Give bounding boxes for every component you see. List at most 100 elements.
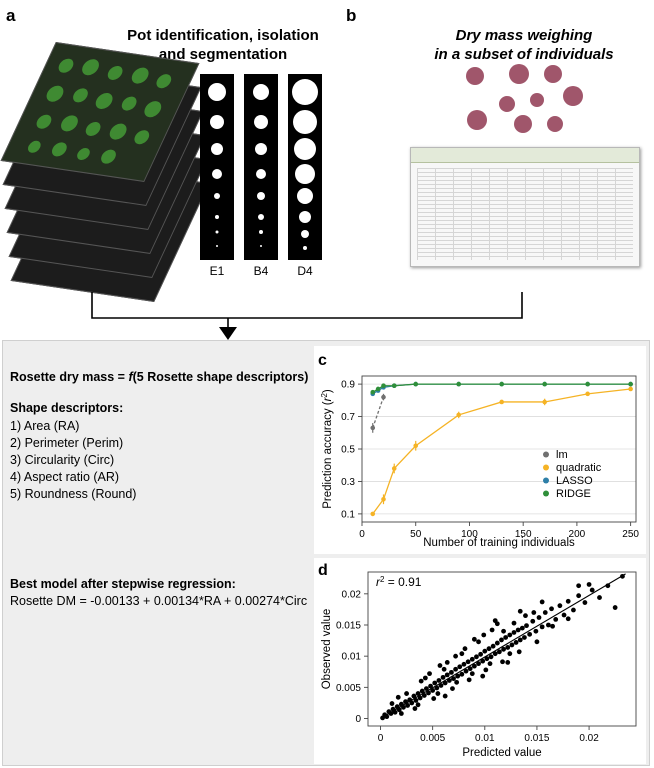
chart-c-xtick-label: 50	[410, 529, 422, 540]
scatter-point	[480, 658, 486, 664]
segmentation-column-b4	[244, 74, 278, 260]
spreadsheet-grid	[417, 168, 633, 260]
scatter-point	[509, 642, 515, 648]
data-point-ridge	[381, 383, 386, 389]
scatter-point	[501, 646, 506, 652]
scatter-point	[431, 696, 437, 701]
scatter-point	[486, 646, 492, 652]
segment-label-d4: D4	[297, 264, 313, 278]
chart-c-ytick-label: 0.3	[341, 477, 355, 488]
scatter-point	[550, 623, 555, 629]
data-point-ridge	[375, 386, 381, 392]
rosette-plants	[28, 58, 172, 164]
legend-marker-quadratic	[543, 464, 549, 471]
spreadsheet-image	[410, 147, 640, 267]
scatter-point	[461, 661, 467, 667]
scatter-point	[516, 649, 522, 655]
chart-c-xtick-label: 200	[569, 529, 586, 540]
scatter-point	[533, 628, 539, 634]
data-point-quadratic	[456, 412, 462, 418]
scatter-point	[440, 674, 446, 680]
scatter-point	[413, 698, 419, 703]
scatter-point	[455, 673, 461, 679]
equation-f: f	[128, 370, 133, 384]
data-point-quadratic	[499, 399, 504, 405]
scatter-point	[542, 610, 548, 615]
series-line-ridge	[372, 383, 631, 393]
scatter-point	[476, 639, 481, 645]
data-point-lm	[370, 425, 376, 431]
panel-a-title-line2: and segmentation	[158, 46, 288, 63]
chart-d-xtick-label: 0.015	[524, 733, 549, 744]
chart-c-ytick-label: 0.7	[341, 412, 355, 423]
scatter-point	[398, 711, 404, 716]
chart-prediction-accuracy: c 0.1 0.3 0.5 0.7 0.9 0 50 100 150 200 250 lmquadr…	[318, 352, 639, 549]
r2-annotation-r: r	[376, 575, 381, 589]
chart-c-ytick-label: 0.1	[341, 509, 355, 520]
scatter-point	[494, 640, 500, 646]
scatter-point	[546, 622, 551, 628]
scatter-point	[474, 654, 479, 660]
scatter-point	[459, 671, 465, 677]
scatter-point	[499, 637, 504, 643]
scatter-point	[462, 646, 468, 652]
scatter-point	[489, 627, 495, 633]
chart-c-ylabel-sup: 2	[320, 393, 329, 398]
scatter-point	[505, 660, 511, 665]
data-point-ridge	[628, 381, 633, 387]
scatter-point	[466, 677, 472, 683]
scatter-point	[582, 600, 588, 605]
scatter-point	[469, 656, 475, 662]
scatter-point	[534, 639, 540, 645]
segmented-rosettes	[208, 83, 226, 247]
data-point-quadratic	[585, 391, 590, 397]
scatter-point	[481, 632, 487, 638]
scatter-point	[422, 675, 428, 681]
scatter-point	[522, 635, 527, 640]
best-model-equation: Rosette DM = -0.00133 + 0.00134*RA + 0.0…	[10, 594, 308, 608]
panel-c-background	[314, 346, 646, 554]
scatter-point	[531, 610, 537, 615]
legend-label-quadratic: quadratic	[556, 462, 602, 474]
scatter-point	[436, 678, 442, 683]
scatter-point	[519, 625, 525, 631]
chart-d-xlabel: Predicted value	[462, 747, 541, 759]
scatter-point	[411, 693, 417, 699]
tray-top-layer	[0, 42, 200, 182]
scatter-point	[589, 587, 595, 593]
data-point-ridge	[413, 381, 419, 387]
scatter-point	[469, 671, 475, 677]
scatter-point	[419, 688, 425, 694]
chart-d-ytick-label: 0.005	[336, 683, 361, 694]
scatter-point	[539, 624, 545, 630]
scatter-point	[476, 661, 481, 667]
data-point-ridge	[391, 383, 397, 389]
scatter-point	[500, 659, 505, 665]
scatter-point	[412, 706, 418, 711]
scatter-point	[539, 599, 545, 605]
scatter-point	[524, 623, 529, 629]
scatter-point	[465, 659, 471, 665]
chart-c-ylabel-r: r	[322, 396, 334, 401]
scatter-point	[515, 627, 521, 633]
data-point-quadratic	[413, 443, 419, 449]
scatter-point	[457, 664, 463, 670]
segmentation-column-e1	[200, 74, 234, 260]
scatter-point	[511, 630, 517, 635]
descriptor-list: 1) Area (RA) 2) Perimeter (Perim) 3) Cir…	[10, 418, 136, 503]
scatter-point	[553, 616, 559, 622]
scatter-point	[511, 620, 517, 626]
scatter-point	[484, 656, 490, 662]
scatter-point	[576, 583, 582, 589]
legend-marker-lm	[543, 451, 549, 458]
scatter-point	[453, 666, 458, 672]
connector-arrow	[91, 292, 523, 340]
scatter-point	[415, 691, 421, 696]
scatter-point	[441, 666, 447, 672]
r2-annotation-value: = 0.91	[384, 575, 421, 589]
chart-d-xtick-label: 0.01	[475, 733, 495, 744]
scatter-point	[549, 606, 554, 612]
scatter-point	[505, 645, 511, 650]
segmented-rosettes	[292, 79, 318, 250]
segment-label-e1: E1	[209, 264, 225, 278]
